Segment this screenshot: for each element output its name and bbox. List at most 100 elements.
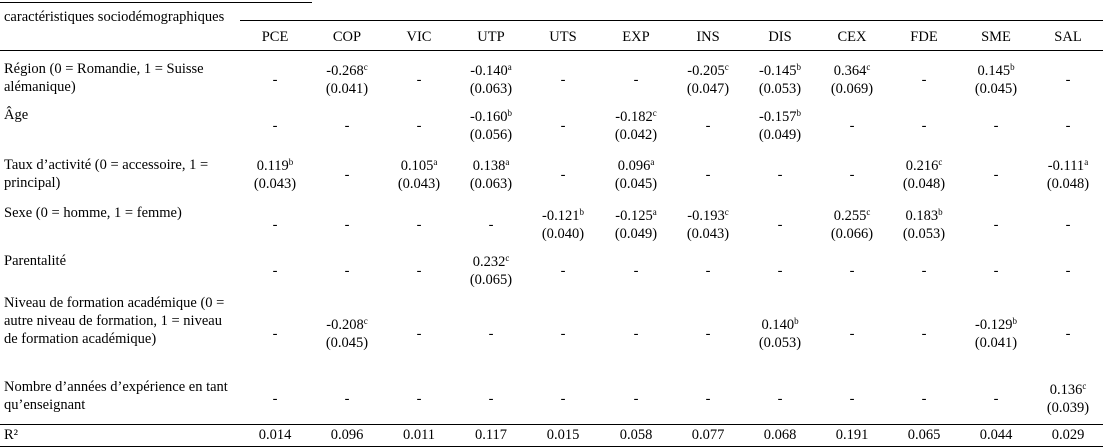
coefficient-cell: 0.140b (0.053) (744, 316, 816, 352)
standard-error: (0.040) (541, 226, 585, 242)
standard-error: (0.049) (614, 226, 658, 242)
top-rule (0, 2, 312, 3)
empty-cell: - (488, 217, 494, 233)
coefficient-cell: 0.136c (0.039) (1032, 381, 1103, 417)
empty-cell: - (272, 217, 278, 233)
column-header-cex: CEX (837, 29, 867, 45)
coefficient-cell: 0.216c (0.048) (888, 157, 960, 193)
empty-cell: - (849, 391, 855, 407)
empty-cell: - (272, 263, 278, 279)
r2-value: 0.044 (979, 427, 1013, 443)
empty-cell: - (344, 263, 350, 279)
standard-error: (0.065) (469, 272, 513, 288)
header-bottom-rule (0, 50, 1103, 51)
coefficient-value: -0.121 (542, 208, 580, 224)
coefficient-cell: 0.138a (0.063) (455, 157, 527, 193)
empty-cell: - (633, 326, 639, 342)
standard-error: (0.041) (325, 81, 369, 97)
empty-cell: - (1065, 217, 1071, 233)
empty-cell: - (560, 326, 566, 342)
coefficient-value: -0.268 (326, 63, 364, 79)
coefficient-cell: 0.119b (0.043) (239, 157, 311, 193)
empty-cell: - (488, 391, 494, 407)
significance-marker: b (1012, 316, 1017, 326)
column-header-utp: UTP (477, 29, 505, 45)
row-label: Sexe (0 = homme, 1 = femme) (4, 205, 182, 221)
row-label: Âge (4, 107, 29, 123)
empty-cell: - (416, 72, 422, 88)
significance-marker: a (433, 157, 438, 167)
significance-marker: c (363, 62, 368, 72)
header-rule (240, 20, 1103, 21)
significance-marker: a (650, 157, 655, 167)
coefficient-cell: -0.268c (0.041) (311, 62, 383, 98)
empty-cell: - (416, 217, 422, 233)
significance-marker: c (866, 207, 871, 217)
empty-cell: - (777, 167, 783, 183)
coefficient-value: 0.183 (905, 208, 939, 224)
empty-cell: - (777, 263, 783, 279)
row-label: Région (0 = Romandie, 1 = Suisse alémani… (4, 61, 204, 95)
coefficient-cell: -0.205c (0.047) (672, 62, 744, 98)
coefficient-value: -0.205 (687, 63, 725, 79)
significance-marker: a (1084, 157, 1089, 167)
empty-cell: - (488, 326, 494, 342)
standard-error: (0.045) (614, 176, 658, 192)
significance-marker: c (866, 62, 871, 72)
standard-error: (0.048) (1046, 176, 1090, 192)
empty-cell: - (777, 391, 783, 407)
coefficient-cell: -0.157b (0.049) (744, 108, 816, 144)
standard-error: (0.056) (469, 127, 513, 143)
standard-error: (0.041) (974, 335, 1018, 351)
coefficient-value: 0.216 (905, 158, 939, 174)
standard-error: (0.043) (397, 176, 441, 192)
empty-cell: - (272, 391, 278, 407)
bottom-rule (0, 446, 1103, 447)
coefficient-value: 0.136 (1049, 382, 1083, 398)
significance-marker: a (652, 207, 657, 217)
r2-value: 0.014 (258, 427, 292, 443)
standard-error: (0.053) (758, 81, 802, 97)
coefficient-cell: -0.140a (0.063) (455, 62, 527, 98)
coefficient-value: -0.182 (615, 109, 653, 125)
empty-cell: - (849, 263, 855, 279)
coefficient-value: 0.232 (472, 254, 506, 270)
empty-cell: - (416, 263, 422, 279)
column-header-pce: PCE (261, 29, 289, 45)
standard-error: (0.063) (469, 176, 513, 192)
empty-cell: - (272, 72, 278, 88)
coefficient-value: -0.193 (687, 208, 725, 224)
row-label: Niveau de formation académique (0 = autr… (4, 295, 225, 347)
r2-value: 0.191 (835, 427, 869, 443)
empty-cell: - (1065, 118, 1071, 134)
standard-error: (0.048) (902, 176, 946, 192)
column-header-exp: EXP (622, 29, 650, 45)
column-header-dis: DIS (768, 29, 792, 45)
empty-cell: - (633, 391, 639, 407)
empty-cell: - (921, 391, 927, 407)
coefficient-value: -0.208 (326, 317, 364, 333)
coefficient-cell: -0.125a (0.049) (600, 207, 672, 243)
coefficient-cell: 0.255c (0.066) (816, 207, 888, 243)
coefficient-cell: -0.182c (0.042) (600, 108, 672, 144)
coefficient-value: 0.364 (833, 63, 867, 79)
empty-cell: - (993, 263, 999, 279)
empty-cell: - (993, 118, 999, 134)
empty-cell: - (705, 118, 711, 134)
empty-cell: - (560, 72, 566, 88)
coefficient-value: -0.160 (470, 109, 508, 125)
standard-error: (0.049) (758, 127, 802, 143)
empty-cell: - (560, 167, 566, 183)
column-header-vic: VIC (406, 29, 432, 45)
significance-marker: c (363, 316, 368, 326)
row-label: Parentalité (4, 253, 67, 269)
empty-cell: - (416, 391, 422, 407)
r2-value: 0.015 (546, 427, 580, 443)
empty-cell: - (921, 326, 927, 342)
coefficient-value: -0.140 (470, 63, 508, 79)
standard-error: (0.066) (830, 226, 874, 242)
empty-cell: - (344, 118, 350, 134)
empty-cell: - (344, 167, 350, 183)
empty-cell: - (416, 118, 422, 134)
